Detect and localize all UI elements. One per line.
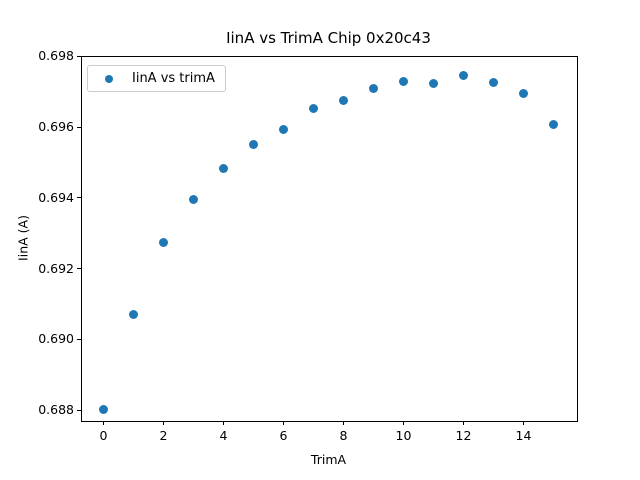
x-tick-label: 0 [99, 428, 108, 443]
x-tick-label: 14 [515, 428, 532, 443]
data-point [429, 78, 438, 88]
chart-title: IinA vs TrimA Chip 0x20c43 [226, 29, 431, 47]
x-tick-mark [283, 421, 284, 425]
data-point [549, 120, 558, 130]
data-point [459, 71, 468, 81]
data-point [99, 404, 108, 414]
x-tick-label: 2 [159, 428, 168, 443]
y-tick-mark [77, 126, 81, 128]
legend-label: IinA vs trimA [132, 71, 215, 86]
y-tick-label: 0.688 [38, 402, 74, 418]
x-tick-mark [463, 421, 464, 425]
data-point [219, 163, 228, 173]
y-tick-mark [77, 197, 81, 199]
plot-area [81, 56, 578, 422]
data-point [129, 310, 138, 320]
y-tick-label: 0.692 [38, 260, 74, 276]
data-point [519, 88, 528, 98]
y-tick-mark [77, 338, 81, 340]
y-tick-label: 0.698 [38, 48, 74, 64]
data-point [339, 96, 348, 106]
x-tick-mark [343, 421, 344, 425]
x-tick-label: 6 [279, 428, 288, 443]
x-tick-mark [523, 421, 524, 425]
data-point [489, 78, 498, 88]
x-axis-label: TrimA [310, 452, 347, 467]
data-point [279, 124, 288, 134]
data-point [249, 140, 258, 150]
data-point [309, 104, 318, 114]
data-point [399, 76, 408, 86]
x-tick-mark [103, 421, 104, 425]
x-tick-mark [163, 421, 164, 425]
x-tick-mark [223, 421, 224, 425]
legend: IinA vs trimA [87, 65, 226, 92]
x-tick-label: 12 [455, 428, 472, 443]
x-tick-mark [403, 421, 404, 425]
x-tick-label: 4 [219, 428, 228, 443]
y-tick-mark [77, 55, 81, 57]
y-tick-label: 0.696 [38, 119, 74, 135]
y-tick-mark [77, 409, 81, 411]
x-tick-label: 8 [339, 428, 348, 443]
legend-marker-icon [105, 74, 113, 83]
y-tick-label: 0.694 [38, 189, 74, 205]
y-tick-mark [77, 268, 81, 270]
data-point [369, 84, 378, 94]
data-point [159, 237, 168, 247]
data-point [189, 195, 198, 205]
y-tick-label: 0.690 [38, 331, 74, 347]
x-tick-label: 10 [395, 428, 412, 443]
y-axis-label: IinA (A) [15, 215, 31, 261]
